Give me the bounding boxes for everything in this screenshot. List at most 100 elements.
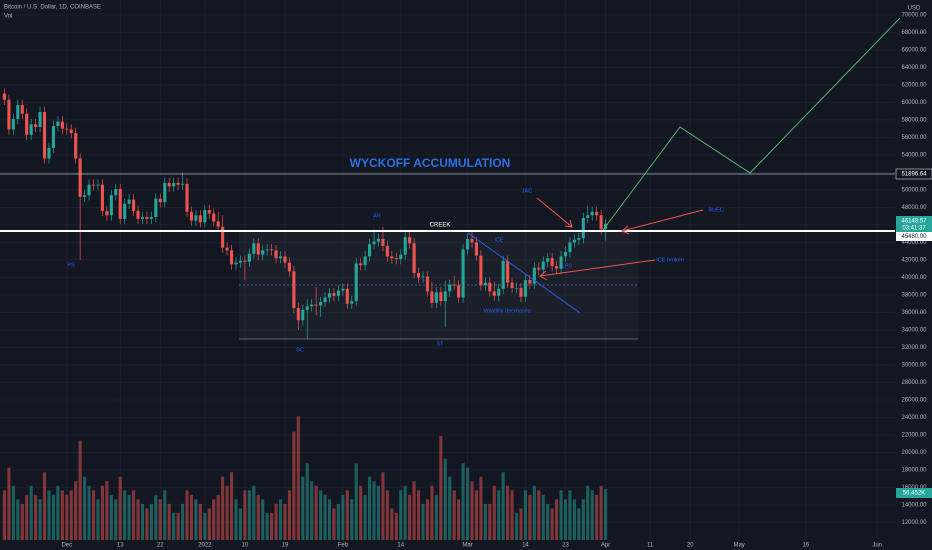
volume-bar: [323, 494, 327, 540]
candle-body: [345, 288, 349, 304]
candle-body: [497, 288, 501, 296]
jac-label: JAC: [522, 188, 532, 194]
volume-bar: [523, 490, 527, 540]
volume-bar: [194, 499, 198, 540]
y-tick-label: 70000.00: [901, 12, 927, 18]
candle-body: [109, 195, 113, 216]
axis: 12000.0014000.0016000.0018000.0020000.00…: [61, 12, 927, 548]
candle-body: [394, 258, 398, 260]
volume-bar: [283, 503, 287, 540]
candle-body: [470, 238, 474, 243]
candle-body: [243, 260, 247, 262]
candle-body: [581, 217, 585, 239]
candle-body: [261, 250, 265, 255]
volume-bar: [216, 494, 220, 540]
y-tick-label: 32000.00: [901, 345, 927, 351]
y-tick-label: 62000.00: [901, 82, 927, 88]
candle-body: [359, 263, 363, 266]
candle-body: [514, 287, 519, 289]
volume-bar: [390, 508, 394, 540]
candle-body: [510, 282, 514, 288]
candle-body: [595, 211, 599, 216]
volume-bar: [127, 494, 131, 540]
volume-bar: [381, 472, 385, 540]
volume-bar: [296, 416, 300, 540]
candle-body: [319, 301, 323, 306]
y-tick-label: 14000.00: [901, 503, 927, 509]
ice-broken-label: ICE broken: [656, 257, 684, 263]
volume-bar: [385, 490, 389, 540]
candle-body: [105, 210, 109, 216]
creek-price: 45480.00: [901, 234, 927, 240]
candle-body: [225, 247, 229, 251]
volume-bar: [163, 490, 167, 540]
candle-body: [78, 158, 82, 197]
candle-body: [136, 210, 140, 219]
volume-bar: [345, 490, 349, 540]
candle-body: [234, 262, 238, 265]
volume-bar: [327, 499, 332, 540]
volume-bar: [91, 490, 96, 540]
volume-bar: [87, 485, 91, 540]
volume-bar: [292, 431, 296, 540]
volume-bar: [408, 494, 412, 540]
candle-body: [51, 126, 55, 148]
volume-bar: [341, 494, 345, 540]
candle-body: [443, 291, 447, 302]
volume-bar: [550, 508, 554, 540]
countdown: 03:41:37: [902, 226, 926, 232]
candle-body: [296, 308, 300, 321]
volume-bar: [336, 503, 340, 540]
x-tick-label: 22: [157, 543, 164, 549]
candle-body: [167, 182, 171, 187]
candle-body: [448, 284, 452, 292]
candle-body: [523, 280, 527, 297]
y-tick-label: 48000.00: [901, 205, 927, 211]
volume-bar: [479, 476, 483, 540]
y-tick-label: 66000.00: [901, 47, 927, 53]
buec-label: BUEC: [708, 207, 723, 213]
y-tick-label: 28000.00: [901, 380, 927, 386]
candle-body: [354, 263, 358, 302]
volume-box: [896, 488, 932, 498]
volume-bar: [457, 499, 461, 540]
candle-body: [310, 304, 314, 307]
candle-body: [465, 238, 470, 250]
volume: [2, 416, 608, 540]
candle-body: [56, 121, 60, 127]
volume-bar: [252, 485, 256, 540]
candle-body: [265, 249, 269, 251]
y-tick-label: 36000.00: [901, 310, 927, 316]
volume-bar: [470, 481, 474, 540]
volume-bar: [368, 476, 372, 540]
candle-body: [350, 301, 354, 304]
candle-body: [221, 226, 225, 248]
candle-body: [100, 184, 104, 211]
candles: [2, 88, 608, 340]
volume-bar: [42, 472, 47, 540]
candle-body: [559, 256, 563, 269]
candle-body: [399, 254, 403, 260]
volume-bar: [154, 494, 158, 540]
creek-box: [896, 232, 932, 241]
volume-bar: [332, 508, 336, 540]
volume-bar: [176, 512, 180, 540]
volume-bar: [11, 485, 15, 540]
volume-bar: [136, 499, 140, 540]
y-tick-label: 50000.00: [901, 187, 927, 193]
volume-bar: [403, 485, 407, 540]
creek-label: CREEK: [430, 223, 451, 229]
x-tick-label: 10: [242, 543, 249, 549]
x-tick-label: 14: [522, 543, 529, 549]
candle-body: [203, 210, 207, 223]
candle-body: [363, 256, 367, 266]
candle-body: [425, 276, 430, 292]
candle-body: [519, 287, 523, 297]
y-tick-label: 42000.00: [901, 258, 927, 264]
ps-label: PS: [67, 262, 75, 268]
volume-bar: [416, 490, 421, 540]
volume-bar: [537, 490, 541, 540]
candle-body: [416, 273, 421, 278]
candle-body: [96, 184, 100, 186]
volume-bar: [421, 503, 425, 540]
